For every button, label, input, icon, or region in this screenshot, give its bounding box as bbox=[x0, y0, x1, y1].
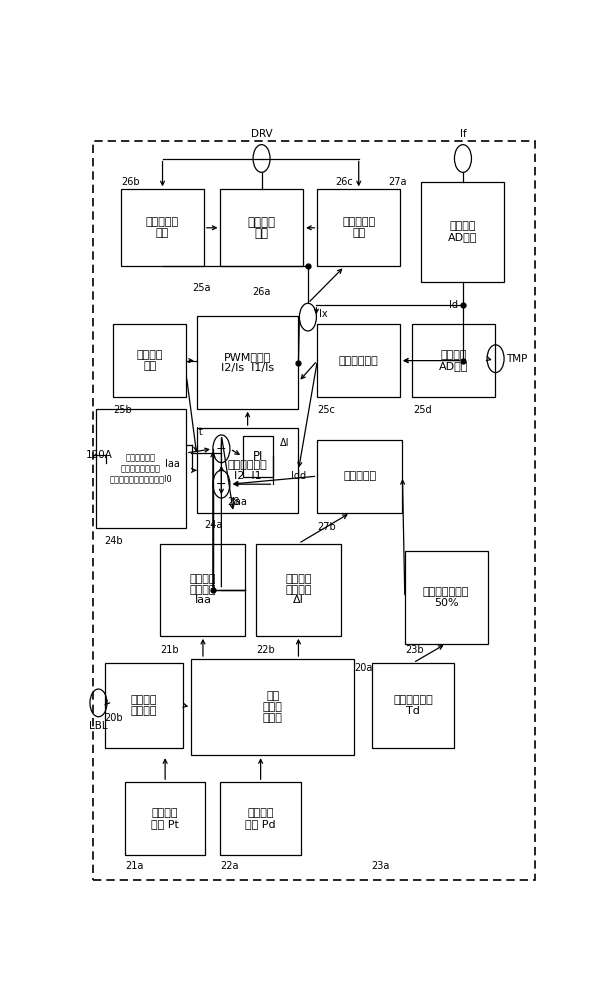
FancyBboxPatch shape bbox=[412, 324, 495, 397]
FancyBboxPatch shape bbox=[197, 428, 298, 513]
Text: 颤振振幅: 颤振振幅 bbox=[285, 574, 312, 584]
FancyBboxPatch shape bbox=[96, 409, 186, 528]
Text: 颤振周期设定: 颤振周期设定 bbox=[393, 695, 433, 705]
Text: 对电流: 对电流 bbox=[263, 702, 282, 712]
Text: 电源电压: 电源电压 bbox=[137, 350, 163, 360]
Text: 23a: 23a bbox=[371, 861, 390, 871]
Text: Iaa: Iaa bbox=[195, 595, 212, 605]
Text: 24a: 24a bbox=[204, 520, 223, 530]
Text: I2/Is  I1/Is: I2/Is I1/Is bbox=[221, 363, 274, 373]
FancyBboxPatch shape bbox=[317, 440, 403, 513]
FancyBboxPatch shape bbox=[405, 551, 487, 644]
Text: 25a: 25a bbox=[193, 283, 211, 293]
Text: −: − bbox=[216, 478, 227, 491]
FancyBboxPatch shape bbox=[256, 544, 341, 636]
Text: 25b: 25b bbox=[113, 405, 132, 415]
Text: 27a: 27a bbox=[388, 177, 407, 187]
Text: It: It bbox=[196, 427, 203, 437]
Text: 标签参照: 标签参照 bbox=[131, 706, 157, 716]
Text: 20b: 20b bbox=[105, 713, 123, 723]
Text: 电流设定: 电流设定 bbox=[190, 585, 216, 595]
Text: 目标压力: 目标压力 bbox=[152, 808, 178, 818]
Text: If: If bbox=[459, 129, 466, 139]
Text: +: + bbox=[216, 442, 227, 455]
FancyBboxPatch shape bbox=[422, 182, 504, 282]
FancyBboxPatch shape bbox=[220, 782, 301, 855]
Text: 指示电流校正: 指示电流校正 bbox=[126, 453, 156, 462]
Text: DRV: DRV bbox=[251, 129, 273, 139]
Text: ΔI: ΔI bbox=[293, 595, 304, 605]
Text: PI: PI bbox=[253, 450, 263, 463]
FancyBboxPatch shape bbox=[243, 436, 273, 477]
Text: 26c: 26c bbox=[336, 177, 353, 187]
Text: Iaa: Iaa bbox=[232, 497, 247, 507]
FancyBboxPatch shape bbox=[113, 324, 187, 397]
Text: AD转换: AD转换 bbox=[448, 232, 478, 242]
Text: 设定 Pt: 设定 Pt bbox=[151, 819, 179, 829]
Text: 设定: 设定 bbox=[156, 228, 169, 238]
Text: 校正并决定颤振中间电流I0: 校正并决定颤振中间电流I0 bbox=[110, 475, 173, 484]
Text: Iaa: Iaa bbox=[165, 459, 181, 469]
FancyBboxPatch shape bbox=[125, 782, 206, 855]
Text: 20a: 20a bbox=[354, 663, 373, 673]
Text: 21b: 21b bbox=[160, 645, 179, 655]
FancyBboxPatch shape bbox=[371, 663, 454, 748]
FancyBboxPatch shape bbox=[160, 544, 245, 636]
Text: 当前电阻校正: 当前电阻校正 bbox=[339, 356, 379, 366]
FancyBboxPatch shape bbox=[317, 324, 400, 397]
Text: Idd: Idd bbox=[292, 471, 306, 481]
Text: 24b: 24b bbox=[105, 536, 123, 546]
Text: 增大占空比: 增大占空比 bbox=[146, 217, 179, 227]
Text: 50%: 50% bbox=[434, 598, 459, 608]
FancyBboxPatch shape bbox=[197, 316, 298, 409]
Text: Id: Id bbox=[449, 300, 458, 310]
Text: 指示电流设定: 指示电流设定 bbox=[228, 460, 268, 470]
Text: Ix: Ix bbox=[319, 309, 328, 319]
Text: Td: Td bbox=[406, 706, 420, 716]
Text: 颤振压力: 颤振压力 bbox=[248, 808, 274, 818]
Text: 25d: 25d bbox=[413, 405, 431, 415]
Text: 转换表: 转换表 bbox=[263, 713, 282, 723]
Text: 颤振占空比设定: 颤振占空比设定 bbox=[423, 587, 469, 597]
Text: I2  I1: I2 I1 bbox=[234, 471, 262, 481]
Text: 21a: 21a bbox=[125, 861, 143, 871]
FancyBboxPatch shape bbox=[121, 189, 204, 266]
Text: 22b: 22b bbox=[256, 645, 274, 655]
Text: 误差校正: 误差校正 bbox=[131, 695, 157, 705]
FancyBboxPatch shape bbox=[191, 659, 354, 755]
Text: 校正: 校正 bbox=[143, 361, 156, 371]
Text: TMP: TMP bbox=[506, 354, 528, 364]
Text: ΔI: ΔI bbox=[279, 438, 289, 448]
Text: 减少占空比: 减少占空比 bbox=[342, 217, 375, 227]
Text: 数字滤波器: 数字滤波器 bbox=[343, 471, 376, 481]
Text: 28: 28 bbox=[228, 497, 240, 507]
Text: AD转换: AD转换 bbox=[439, 361, 468, 371]
Text: 设定: 设定 bbox=[352, 228, 365, 238]
Text: PWM占空比: PWM占空比 bbox=[224, 352, 271, 362]
Text: 目标平均: 目标平均 bbox=[190, 574, 216, 584]
Text: 电流设定: 电流设定 bbox=[285, 585, 312, 595]
Text: 27b: 27b bbox=[317, 522, 336, 532]
Text: 26a: 26a bbox=[253, 287, 271, 297]
Text: LBL: LBL bbox=[89, 721, 108, 731]
Text: （第一校正单元）: （第一校正单元） bbox=[121, 464, 161, 473]
FancyBboxPatch shape bbox=[105, 663, 182, 748]
Text: 指令脉冲: 指令脉冲 bbox=[248, 216, 276, 229]
Text: 25c: 25c bbox=[317, 405, 336, 415]
Text: 压力: 压力 bbox=[266, 691, 279, 701]
Text: 120A: 120A bbox=[85, 450, 113, 460]
Text: 检测温度: 检测温度 bbox=[440, 350, 467, 360]
Text: 设定 Pd: 设定 Pd bbox=[245, 819, 276, 829]
Text: 26b: 26b bbox=[121, 177, 140, 187]
Text: 22a: 22a bbox=[220, 861, 239, 871]
Text: 检测电流: 检测电流 bbox=[450, 221, 476, 231]
Text: 23b: 23b bbox=[405, 645, 423, 655]
FancyBboxPatch shape bbox=[317, 189, 400, 266]
FancyBboxPatch shape bbox=[220, 189, 303, 266]
Text: 产生: 产生 bbox=[255, 227, 269, 240]
